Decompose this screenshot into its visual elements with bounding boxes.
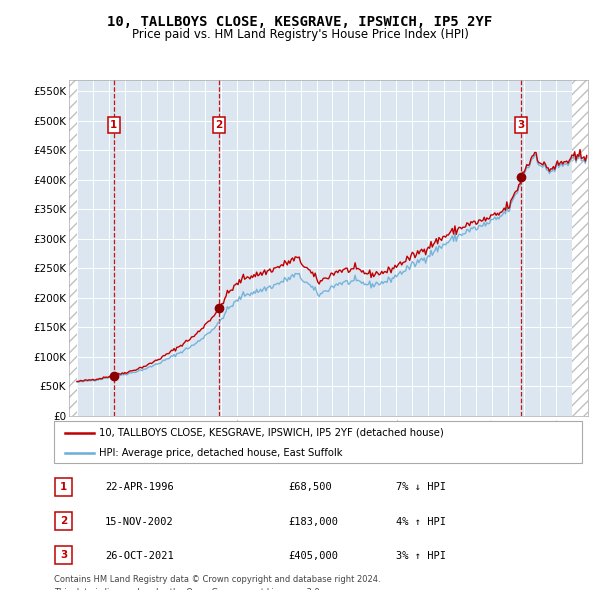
Text: 15-NOV-2002: 15-NOV-2002 bbox=[105, 517, 174, 526]
Text: £405,000: £405,000 bbox=[288, 551, 338, 560]
Text: 1: 1 bbox=[60, 482, 67, 491]
Text: 10, TALLBOYS CLOSE, KESGRAVE, IPSWICH, IP5 2YF (detached house): 10, TALLBOYS CLOSE, KESGRAVE, IPSWICH, I… bbox=[99, 428, 443, 438]
Text: 1: 1 bbox=[110, 120, 118, 130]
Text: 26-OCT-2021: 26-OCT-2021 bbox=[105, 551, 174, 560]
Text: 2: 2 bbox=[60, 516, 67, 526]
Text: Contains HM Land Registry data © Crown copyright and database right 2024.: Contains HM Land Registry data © Crown c… bbox=[54, 575, 380, 584]
Text: £183,000: £183,000 bbox=[288, 517, 338, 526]
Text: 7% ↓ HPI: 7% ↓ HPI bbox=[396, 483, 446, 492]
Text: This data is licensed under the Open Government Licence v3.0.: This data is licensed under the Open Gov… bbox=[54, 588, 322, 590]
Text: 4% ↑ HPI: 4% ↑ HPI bbox=[396, 517, 446, 526]
Bar bbox=[69, 80, 77, 416]
Text: 3% ↑ HPI: 3% ↑ HPI bbox=[396, 551, 446, 560]
Text: HPI: Average price, detached house, East Suffolk: HPI: Average price, detached house, East… bbox=[99, 448, 343, 457]
Text: 3: 3 bbox=[517, 120, 524, 130]
Text: Price paid vs. HM Land Registry's House Price Index (HPI): Price paid vs. HM Land Registry's House … bbox=[131, 28, 469, 41]
Text: £68,500: £68,500 bbox=[288, 483, 332, 492]
Text: 3: 3 bbox=[60, 550, 67, 560]
Text: 2: 2 bbox=[215, 120, 223, 130]
Text: 22-APR-1996: 22-APR-1996 bbox=[105, 483, 174, 492]
Text: 10, TALLBOYS CLOSE, KESGRAVE, IPSWICH, IP5 2YF: 10, TALLBOYS CLOSE, KESGRAVE, IPSWICH, I… bbox=[107, 15, 493, 29]
Bar bbox=[572, 80, 588, 416]
